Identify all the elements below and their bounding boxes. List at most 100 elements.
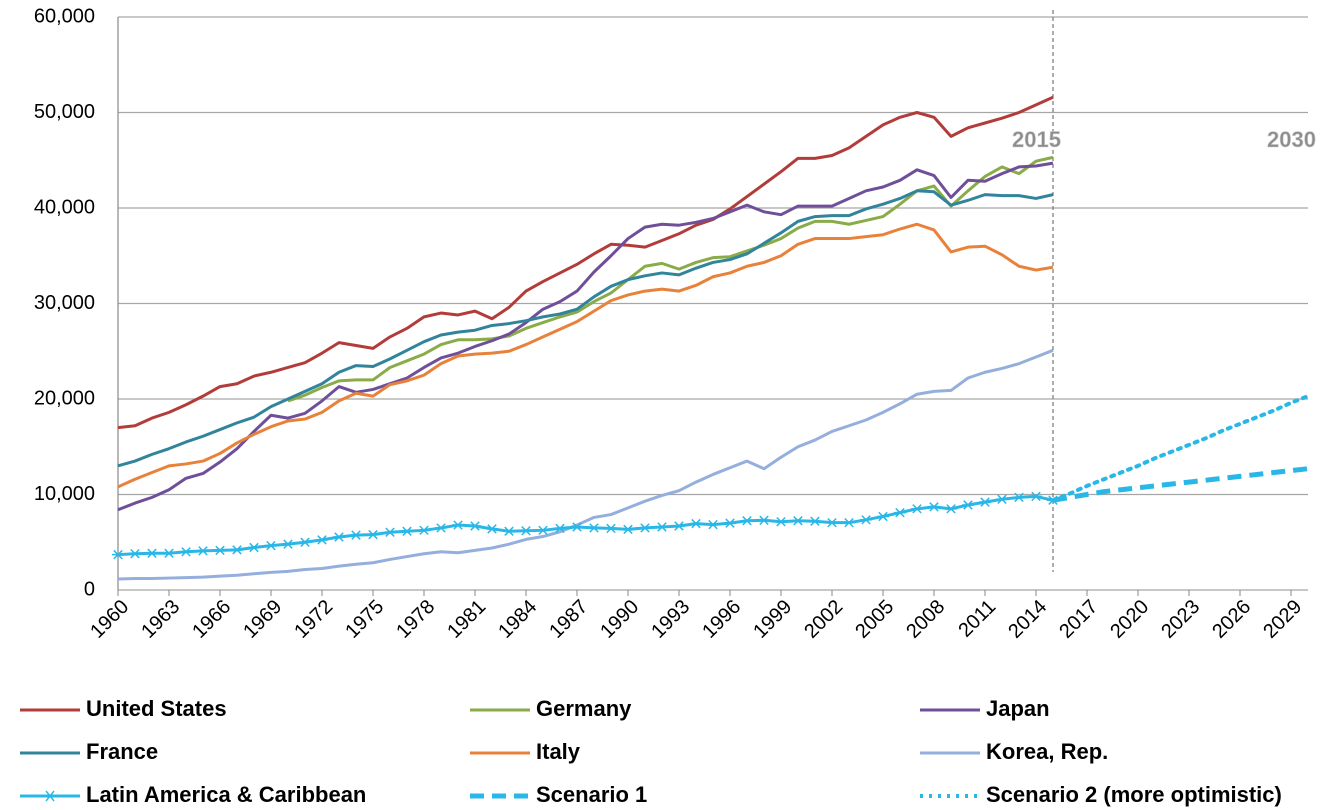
marker (231, 545, 243, 555)
marker (741, 516, 753, 526)
marker (469, 521, 481, 531)
marker (316, 535, 328, 545)
x-tick-label: 1984 (494, 596, 541, 643)
y-tick-label: 10,000 (34, 483, 95, 505)
series-line (117, 161, 1054, 512)
marker (248, 542, 260, 553)
marker (775, 516, 787, 527)
marker (180, 547, 192, 557)
series-line (287, 155, 1054, 403)
marker (622, 524, 634, 535)
marker (418, 525, 430, 536)
x-tick-label: 1981 (443, 596, 490, 643)
marker (367, 529, 379, 540)
marker (673, 521, 685, 531)
marker (605, 523, 617, 534)
legend-label: France (86, 739, 158, 764)
x-tick-label: 1990 (596, 596, 643, 643)
x-tick-label: 2029 (1259, 596, 1306, 643)
marker (843, 517, 855, 528)
x-tick-label: 1966 (188, 596, 235, 643)
legend-marker (44, 790, 56, 802)
marker (282, 539, 294, 549)
x-tick-label: 2005 (851, 596, 898, 643)
x-tick-label: 2002 (800, 596, 847, 643)
legend-label: Korea, Rep. (986, 739, 1108, 764)
x-tick-label: 1972 (290, 596, 337, 643)
marker (758, 515, 770, 526)
marker (197, 546, 209, 556)
marker (214, 545, 226, 556)
legend-label: Latin America & Caribbean (86, 782, 366, 807)
x-tick-label: 2014 (1004, 596, 1051, 643)
marker (809, 516, 821, 526)
marker (333, 532, 345, 542)
legend-label: Japan (986, 696, 1050, 721)
series-line (117, 189, 1054, 468)
x-tick-label: 1987 (545, 596, 592, 643)
x-tick-label: 2023 (1157, 596, 1204, 643)
legend-label: Germany (536, 696, 632, 721)
x-tick-label: 1963 (137, 596, 184, 643)
marker (554, 523, 566, 534)
marker (707, 519, 719, 530)
marker (401, 526, 413, 536)
marker (384, 527, 396, 537)
y-tick-label: 40,000 (34, 196, 95, 218)
marker (690, 518, 702, 529)
marker (588, 523, 600, 533)
marker (877, 511, 889, 522)
marker (860, 515, 872, 525)
y-tick-label: 50,000 (34, 101, 95, 123)
x-tick-label: 2020 (1106, 596, 1153, 643)
x-tick-label: 2008 (902, 596, 949, 643)
x-tick-label: 1960 (86, 596, 133, 643)
marker (996, 494, 1008, 505)
marker (911, 504, 923, 514)
x-tick-label: 1969 (239, 596, 286, 643)
marker (503, 526, 515, 536)
marker (452, 520, 464, 530)
x-tick-label: 1996 (698, 596, 745, 643)
legend-label: United States (86, 696, 227, 721)
x-tick-label: 1993 (647, 596, 694, 643)
y-tick-label: 0 (84, 578, 95, 600)
marker (112, 549, 124, 560)
x-tick-label: 2026 (1208, 596, 1255, 643)
marker (350, 530, 362, 540)
marker (724, 518, 736, 528)
series-line (1052, 466, 1309, 503)
x-tick-label: 2017 (1055, 596, 1102, 643)
y-tick-label: 30,000 (34, 292, 95, 314)
marker (1013, 492, 1025, 503)
marker (639, 523, 651, 533)
legend-label: Scenario 2 (more optimistic) (986, 782, 1282, 807)
legend-label: Scenario 1 (536, 782, 647, 807)
y-tick-label: 60,000 (34, 5, 95, 27)
marker (792, 516, 804, 526)
y-tick-label: 20,000 (34, 387, 95, 409)
marker (979, 497, 991, 507)
marker (1030, 491, 1042, 502)
marker (826, 517, 838, 528)
marker (571, 522, 583, 532)
x-tick-label: 2011 (954, 596, 1000, 642)
x-tick-label: 1978 (392, 596, 439, 643)
annotation: 2030 (1267, 127, 1316, 152)
legend-label: Italy (536, 739, 581, 764)
marker (146, 548, 158, 558)
marker (537, 525, 549, 536)
marker (486, 524, 498, 534)
marker (299, 537, 311, 547)
x-tick-label: 1975 (341, 596, 388, 643)
annotation: 2015 (1012, 127, 1061, 152)
marker (962, 500, 974, 510)
series-line (117, 222, 1054, 489)
marker (435, 523, 447, 533)
marker (945, 504, 957, 514)
series-line (117, 348, 1054, 581)
series-line (1051, 394, 1310, 503)
marker (129, 548, 141, 559)
